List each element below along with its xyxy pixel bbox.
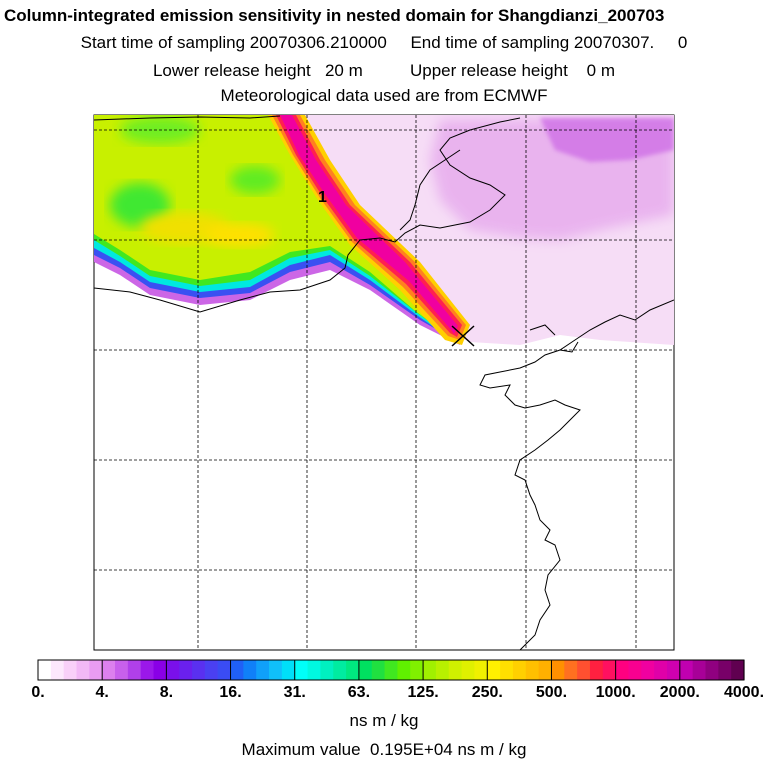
- map-grid: [94, 115, 674, 650]
- colorbar-tick-label: 2000.: [659, 684, 700, 701]
- colorbar-units: ns m / kg: [349, 711, 419, 730]
- colorbar-tick-label: 125.: [407, 684, 439, 701]
- colorbar-segment: [397, 660, 411, 680]
- colorbar-segment: [423, 660, 437, 680]
- colorbar-segment: [230, 660, 244, 680]
- colorbar-frame: [37, 659, 745, 681]
- green-patch: [230, 166, 280, 194]
- colorbar-segment: [269, 660, 283, 680]
- colorbar-segment: [641, 660, 655, 680]
- colorbar-segment: [89, 660, 103, 680]
- colorbar-segment: [589, 660, 604, 680]
- colorbar-tick-label: 16.: [219, 684, 242, 701]
- colorbar-segment: [38, 660, 52, 680]
- colorbar-segment: [551, 660, 565, 680]
- colorbar-segment: [705, 660, 719, 680]
- colorbar-segment: [461, 660, 476, 680]
- colorbar-segment: [525, 660, 540, 680]
- colorbar-segment: [115, 660, 129, 680]
- west-plume-yellowgreen: [94, 115, 452, 334]
- colorbar-segment: [602, 660, 617, 680]
- colorbar-segment: [384, 660, 399, 680]
- colorbar-segment: [577, 660, 591, 680]
- colorbar-tick-label: 250.: [471, 684, 503, 701]
- colorbar-segment: [50, 660, 65, 680]
- sampling-times: Start time of sampling 20070306.210000 E…: [80, 33, 688, 52]
- colorbar-segment: [192, 660, 206, 680]
- colorbar-segment: [487, 660, 501, 680]
- colorbar-segment: [333, 660, 347, 680]
- colorbar-segment: [448, 660, 463, 680]
- colorbar-segment: [153, 660, 167, 680]
- colorbar-segment: [102, 660, 116, 680]
- colorbar-segment: [204, 660, 219, 680]
- colorbar-segment: [243, 660, 257, 680]
- colorbar-segment: [281, 660, 296, 680]
- colorbar-segment: [564, 660, 578, 680]
- yellow-patch: [205, 223, 275, 247]
- station-x-marker: [451, 325, 475, 347]
- colorbar-segment: [500, 660, 514, 680]
- colorbar-segment: [692, 660, 707, 680]
- release-heights: Lower release height 20 m Upper release …: [152, 61, 616, 80]
- colorbar-tick-label: 500.: [535, 684, 568, 701]
- colorbar-segment: [256, 660, 270, 680]
- colorbar-segment: [76, 660, 90, 680]
- colorbar-segment: [615, 660, 630, 680]
- colorbar-segment: [217, 660, 232, 680]
- chart-title: Column-integrated emission sensitivity i…: [4, 6, 665, 25]
- plume-number-label: 1: [318, 189, 327, 206]
- colorbar-segment: [512, 660, 527, 680]
- colorbar-segment: [718, 660, 732, 680]
- colorbar-segment: [294, 660, 309, 680]
- colorbar-segment: [63, 660, 78, 680]
- colorbar-segment: [127, 660, 142, 680]
- colorbar-segment: [731, 660, 745, 680]
- colorbar-segment: [307, 660, 321, 680]
- low-sensitivity-core: [540, 118, 674, 162]
- meteo-source: Meteorological data used are from ECMWF: [220, 86, 548, 105]
- colorbar-tick-label: 31.: [283, 684, 306, 701]
- maximum-value: Maximum value 0.195E+04 ns m / kg: [241, 740, 527, 759]
- coastlines: [94, 115, 674, 650]
- colorbar: [38, 660, 745, 680]
- colorbar-segment: [410, 660, 424, 680]
- colorbar-segment: [371, 660, 386, 680]
- colorbar-tick-label: 63.: [347, 684, 371, 701]
- colorbar-tick-label: 1000.: [595, 684, 636, 701]
- colorbar-segment: [320, 660, 334, 680]
- plume-band-magenta: [280, 115, 458, 334]
- colorbar-segment: [358, 660, 373, 680]
- colorbar-segment: [435, 660, 450, 680]
- colorbar-segment: [628, 660, 642, 680]
- colorbar-segment: [140, 660, 155, 680]
- green-patch: [110, 183, 170, 227]
- colorbar-segment: [679, 660, 694, 680]
- colorbar-segment: [346, 660, 360, 680]
- sensitivity-field: [94, 115, 674, 345]
- colorbar-segment: [474, 660, 488, 680]
- colorbar-segment: [666, 660, 681, 680]
- colorbar-segment: [179, 660, 193, 680]
- colorbar-tick-label: 8.: [159, 684, 174, 701]
- colorbar-tick-label: 4000.: [723, 684, 765, 701]
- colorbar-segment: [166, 660, 180, 680]
- colorbar-tick-label: 4.: [95, 684, 109, 701]
- colorbar-segment: [538, 660, 553, 680]
- colorbar-tick-label: 0.: [31, 684, 45, 701]
- colorbar-segment: [654, 660, 668, 680]
